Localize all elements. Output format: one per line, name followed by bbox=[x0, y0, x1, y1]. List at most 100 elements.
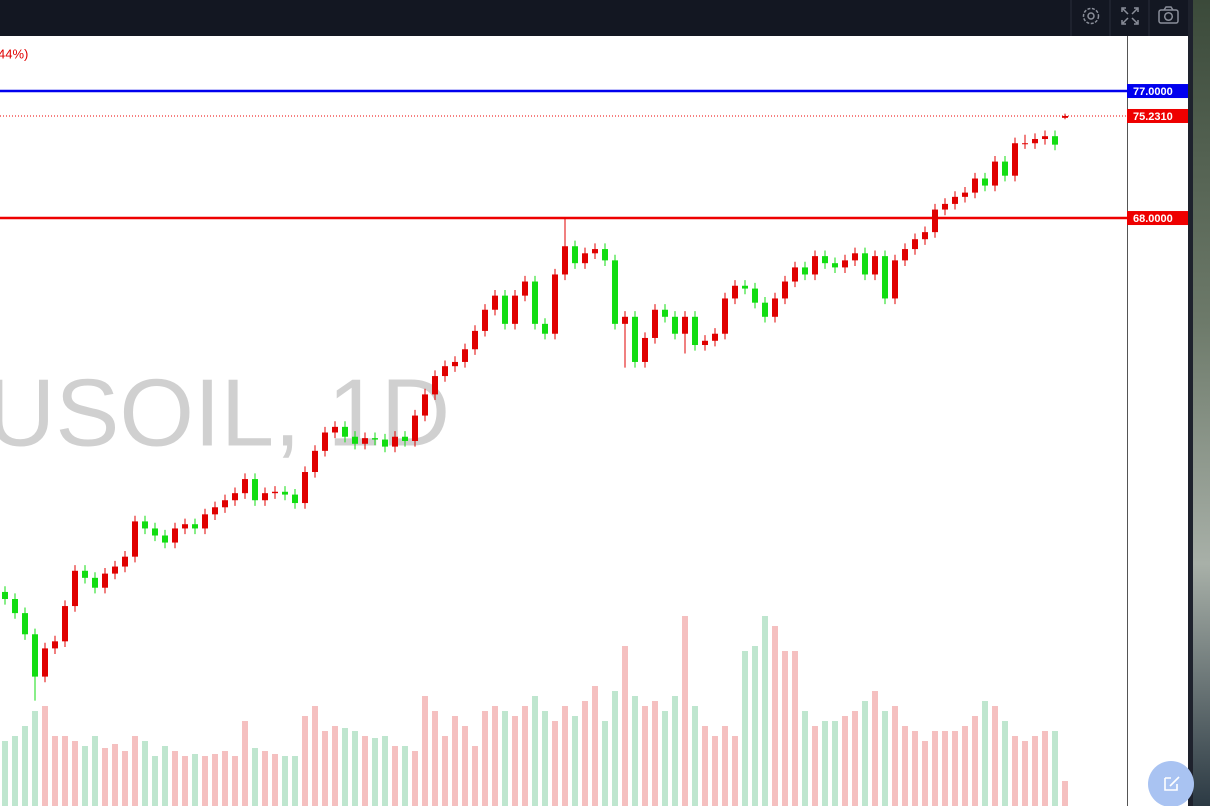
candle-body bbox=[572, 246, 578, 264]
volume-bar bbox=[332, 726, 338, 806]
volume-bar bbox=[1002, 721, 1008, 806]
volume-bar bbox=[512, 716, 518, 806]
candle-body bbox=[482, 309, 488, 331]
candle-body bbox=[952, 196, 958, 204]
volume-bar bbox=[212, 754, 218, 806]
volume-bar bbox=[232, 756, 238, 806]
volume-bar bbox=[632, 696, 638, 806]
candle-body bbox=[52, 641, 58, 649]
volume-bar bbox=[552, 721, 558, 806]
candle-body bbox=[452, 361, 458, 367]
volume-bar bbox=[762, 616, 768, 806]
volume-bar bbox=[892, 706, 898, 806]
candle-body bbox=[102, 573, 108, 588]
candle-body bbox=[902, 249, 908, 261]
volume-bar bbox=[992, 706, 998, 806]
candle-body bbox=[922, 232, 928, 240]
volume-bar bbox=[72, 741, 78, 806]
volume-bar bbox=[362, 736, 368, 806]
candle-body bbox=[192, 524, 198, 529]
candle-body bbox=[852, 253, 858, 261]
candle-body bbox=[322, 432, 328, 451]
snapshot-icon[interactable] bbox=[1158, 6, 1179, 24]
volume-bar bbox=[1042, 731, 1048, 806]
last-price-box bbox=[1127, 108, 1188, 123]
volume-bar bbox=[12, 736, 18, 806]
candle-body bbox=[152, 528, 158, 536]
candle-body bbox=[802, 267, 808, 275]
volume-bar bbox=[792, 651, 798, 806]
price-labels: 77.0000 68.0000 75.2310 bbox=[1127, 84, 1188, 226]
volume-bar bbox=[542, 711, 548, 806]
candle-body bbox=[132, 521, 138, 557]
volume-bar bbox=[642, 706, 648, 806]
window-edge bbox=[1188, 0, 1193, 806]
volume-bar bbox=[592, 686, 598, 806]
volume-bar bbox=[112, 744, 118, 806]
level-label: 77.0000 bbox=[1133, 86, 1173, 98]
volume-bar bbox=[682, 616, 688, 806]
volume-bar bbox=[182, 756, 188, 806]
price-axis bbox=[1127, 36, 1188, 806]
candle-body bbox=[892, 260, 898, 299]
candle-body bbox=[742, 285, 748, 289]
settings-icon[interactable] bbox=[1082, 7, 1100, 25]
candle-body bbox=[1002, 161, 1008, 176]
volume-bar bbox=[282, 756, 288, 806]
candle-body bbox=[992, 161, 998, 186]
candle-body bbox=[672, 316, 678, 334]
candle-body bbox=[882, 256, 888, 299]
volume-bar bbox=[2, 741, 8, 806]
candle-body bbox=[542, 323, 548, 334]
candle-body bbox=[762, 302, 768, 317]
candle-body bbox=[512, 295, 518, 324]
candle-body bbox=[422, 394, 428, 416]
volume-bar bbox=[202, 756, 208, 806]
candle-body bbox=[162, 535, 168, 543]
candle-body bbox=[752, 288, 758, 303]
volume-bar bbox=[742, 651, 748, 806]
volume-bar bbox=[352, 731, 358, 806]
volume-bar bbox=[1012, 736, 1018, 806]
candle-body bbox=[172, 528, 178, 543]
volume-bar bbox=[482, 711, 488, 806]
volume-bar bbox=[452, 716, 458, 806]
desktop-background bbox=[1193, 0, 1210, 806]
volume-bar bbox=[612, 691, 618, 806]
fullscreen-icon[interactable] bbox=[1121, 7, 1139, 25]
volume-bar bbox=[372, 738, 378, 806]
candle-body bbox=[682, 316, 688, 334]
candle-body bbox=[332, 426, 338, 433]
volume-bar bbox=[22, 726, 28, 806]
level-label-box bbox=[1127, 211, 1188, 226]
volume-bar bbox=[462, 726, 468, 806]
candle-body bbox=[112, 566, 118, 574]
candle-body bbox=[872, 256, 878, 275]
candle-body bbox=[242, 479, 248, 494]
volume-bar bbox=[1052, 731, 1058, 806]
candle-body bbox=[212, 507, 218, 515]
volume-bar bbox=[782, 651, 788, 806]
volume-bar bbox=[702, 726, 708, 806]
candle-body bbox=[712, 333, 718, 341]
volume-bar bbox=[82, 746, 88, 806]
candle-body bbox=[942, 203, 948, 210]
candle-body bbox=[292, 494, 298, 504]
top-bar bbox=[0, 0, 1188, 36]
volume-bar bbox=[912, 731, 918, 806]
volume-bar bbox=[412, 751, 418, 806]
volume-bar bbox=[572, 716, 578, 806]
candle-body bbox=[182, 524, 188, 529]
volume-bar bbox=[602, 721, 608, 806]
volume-bar bbox=[942, 731, 948, 806]
candle-body bbox=[1032, 139, 1038, 144]
plot-area bbox=[0, 89, 1127, 806]
volume-bar bbox=[62, 736, 68, 806]
candle-body bbox=[22, 613, 28, 635]
volume-bar bbox=[272, 754, 278, 806]
volume-bar bbox=[132, 736, 138, 806]
volume-bar bbox=[342, 728, 348, 806]
volume-bar bbox=[42, 706, 48, 806]
draw-button[interactable] bbox=[1148, 761, 1194, 806]
candle-body bbox=[552, 274, 558, 334]
